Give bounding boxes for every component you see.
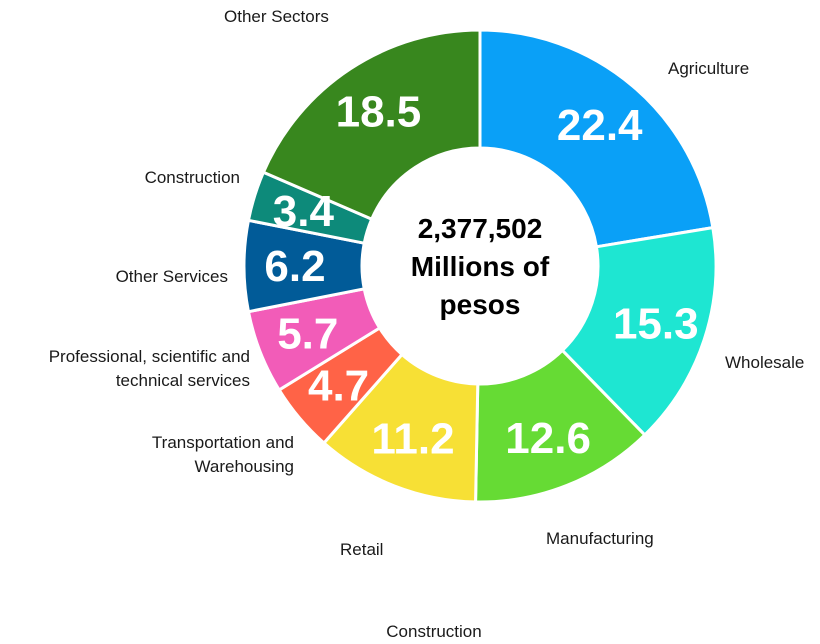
slice-value-transportation-and-warehousing: 4.7 [308, 361, 369, 410]
label-other-services: Other Services [116, 267, 228, 286]
label-agriculture: Agriculture [668, 59, 749, 78]
extra-label-construction: Construction [386, 622, 481, 641]
center-label-group: 2,377,502 Millions of pesos [411, 213, 550, 320]
slice-other-sectors [261, 28, 482, 222]
slice-value-agriculture: 22.4 [557, 101, 643, 150]
label-professional-scientific-and-technical-services: Professional, scientific and technical se… [49, 347, 250, 390]
slice-value-other-services: 6.2 [264, 242, 325, 291]
label-retail: Retail [340, 540, 383, 559]
slice-value-professional-scientific-and-technical-services: 5.7 [277, 310, 338, 359]
slice-value-retail: 11.2 [371, 414, 454, 463]
center-text-line-1: 2,377,502 [418, 213, 543, 244]
slice-agriculture [478, 28, 715, 249]
label-transportation-and-warehousing: Transportation and Warehousing [152, 433, 294, 476]
slice-values-group: 22.4 15.3 12.6 11.24.75.7 6.2 3.4 18.5 [264, 87, 698, 463]
center-text-line-3: pesos [440, 289, 521, 320]
label-construction: Construction [145, 168, 240, 187]
slices-group [242, 28, 718, 504]
slice-wholesale [560, 225, 718, 438]
center-text-line-2: Millions of [411, 251, 550, 282]
slice-value-construction: 3.4 [273, 187, 335, 236]
outer-labels-group: Agriculture Wholesale Manufacturing Retail T… [49, 7, 805, 641]
label-other-sectors: Other Sectors [224, 7, 329, 26]
slice-value-other-sectors: 18.5 [336, 87, 422, 136]
slice-value-wholesale: 15.3 [613, 300, 699, 349]
label-manufacturing: Manufacturing [546, 529, 654, 548]
label-wholesale: Wholesale [725, 353, 804, 372]
slice-value-manufacturing: 12.6 [505, 414, 591, 463]
